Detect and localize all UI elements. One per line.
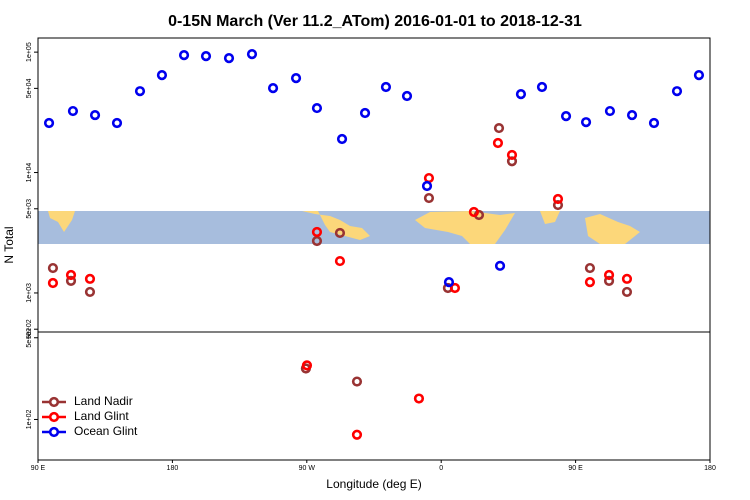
data-point <box>65 275 77 286</box>
legend-label: Land Nadir <box>74 394 133 408</box>
y-tick-label: 5e+02 <box>26 328 33 348</box>
data-point <box>552 199 564 211</box>
data-point <box>334 227 346 239</box>
data-point <box>246 49 258 60</box>
data-point <box>311 235 323 247</box>
data-point <box>178 50 190 61</box>
data-point <box>290 73 302 84</box>
data-point <box>311 102 323 114</box>
data-point <box>84 273 96 284</box>
x-tick-label: 90 W <box>299 465 316 472</box>
y-tick-label: 1e+05 <box>26 42 33 62</box>
data-point <box>515 89 527 100</box>
data-point <box>301 360 313 371</box>
y-tick-label: 5e+04 <box>26 78 33 98</box>
land-shape <box>540 211 560 224</box>
data-point <box>89 109 101 121</box>
map-background <box>38 211 710 244</box>
data-point <box>693 70 705 81</box>
data-point <box>134 86 146 97</box>
data-point <box>47 277 59 289</box>
x-tick-label: 180 <box>704 465 716 472</box>
data-point <box>401 90 413 102</box>
land-shape <box>48 211 75 232</box>
data-point <box>584 262 596 274</box>
data-point <box>156 70 168 81</box>
data-point <box>351 429 363 440</box>
data-point <box>552 193 564 205</box>
data-point <box>494 260 506 271</box>
data-point <box>603 275 615 286</box>
x-tick-label: 90 E <box>31 465 46 472</box>
data-point <box>111 117 123 129</box>
data-point <box>443 277 455 288</box>
chart-title: 0-15N March (Ver 11.2_ATom) 2016-01-01 t… <box>168 13 582 30</box>
data-point <box>84 286 96 298</box>
legend-label: Ocean Glint <box>74 424 138 438</box>
land-shape <box>415 211 515 244</box>
data-point <box>267 83 279 94</box>
data-point <box>584 277 596 288</box>
x-axis-label: Longitude (deg E) <box>326 477 421 491</box>
data-point <box>359 107 371 119</box>
x-tick-label: 90 E <box>568 465 583 472</box>
data-point <box>67 105 79 117</box>
data-point <box>621 273 633 284</box>
plot-frame <box>37 37 711 333</box>
data-point <box>65 269 77 281</box>
data-point <box>336 133 348 145</box>
data-point <box>492 137 504 149</box>
data-point <box>423 192 435 204</box>
y-axis-label: N Total <box>2 226 16 263</box>
data-point <box>311 226 323 238</box>
data-point <box>626 109 638 121</box>
data-point <box>47 262 59 274</box>
y-tick-label: 5e+02 <box>26 319 33 339</box>
plot-frame <box>37 331 711 461</box>
data-point <box>449 282 461 294</box>
data-point <box>604 105 616 117</box>
data-point <box>648 117 660 129</box>
x-tick-label: 180 <box>167 465 179 472</box>
y-tick-label: 1e+02 <box>26 410 33 430</box>
data-point <box>580 117 592 128</box>
legend-label: Land Glint <box>74 409 129 423</box>
data-point <box>413 393 425 404</box>
data-point <box>621 286 633 298</box>
data-point <box>493 122 505 134</box>
land-shape <box>302 211 370 240</box>
legend-marker <box>48 411 60 423</box>
data-point <box>223 52 235 64</box>
data-point <box>671 86 683 97</box>
data-point <box>506 149 518 161</box>
data-point <box>200 51 212 62</box>
legend-marker <box>48 396 60 408</box>
data-point <box>468 206 480 218</box>
data-point <box>603 269 615 281</box>
legend-marker <box>48 426 60 438</box>
y-tick-label: 1e+04 <box>26 163 33 183</box>
data-point <box>423 172 435 184</box>
y-tick-label: 5e+03 <box>26 199 33 219</box>
x-tick-label: 0 <box>439 465 443 472</box>
data-point <box>560 111 572 122</box>
land-shape <box>585 214 640 244</box>
data-point <box>380 81 392 93</box>
data-point <box>334 255 346 267</box>
data-point <box>421 180 433 192</box>
data-point <box>351 376 363 387</box>
data-point <box>536 81 548 93</box>
y-tick-label: 1e+03 <box>26 283 33 303</box>
data-point <box>43 117 55 129</box>
